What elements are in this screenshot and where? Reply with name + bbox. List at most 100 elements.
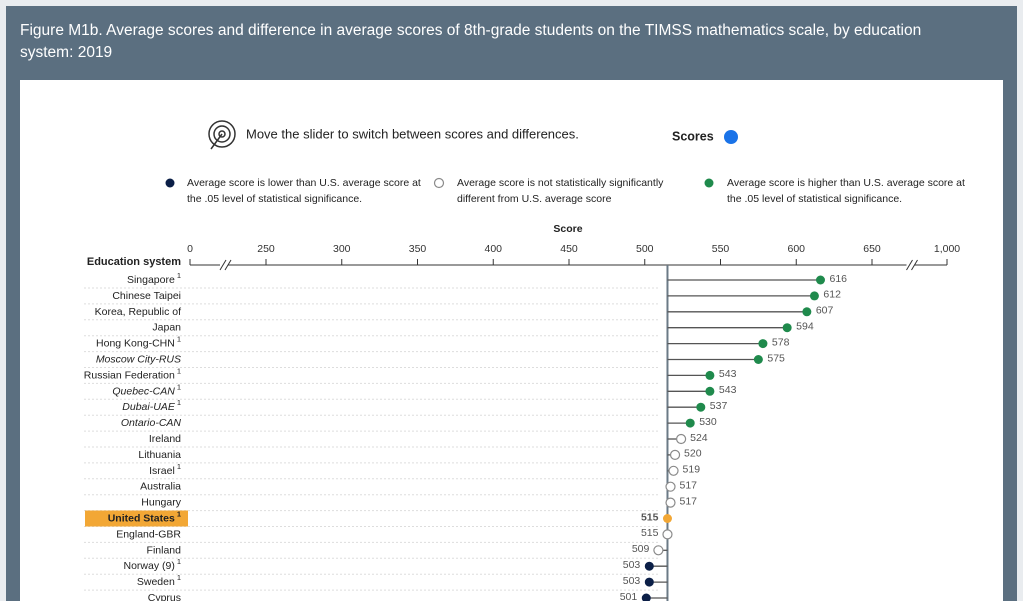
dot <box>815 275 825 285</box>
category-label: Ontario-CAN <box>121 417 182 429</box>
footnote: 1 <box>177 462 181 471</box>
axis-break <box>906 259 913 271</box>
category-label: Ireland <box>149 433 181 445</box>
dot <box>644 561 654 571</box>
category-label: Finland <box>147 544 182 556</box>
footnote: 1 <box>177 335 181 344</box>
value-label: 519 <box>683 464 701 476</box>
category-name: Sweden <box>137 576 175 588</box>
dot <box>705 370 715 380</box>
x-tick-label: 450 <box>560 243 578 255</box>
value-label: 515 <box>641 511 659 523</box>
dot <box>665 497 676 508</box>
category-label: Australia <box>140 480 181 492</box>
dot <box>802 307 812 317</box>
x-tick-label: 0 <box>187 243 193 255</box>
value-label: 501 <box>620 591 638 601</box>
category-name: Hungary <box>141 496 181 508</box>
footnote: 1 <box>177 509 181 518</box>
category-name: Korea, Republic of <box>95 306 181 318</box>
dot <box>662 514 672 523</box>
category-name: Japan <box>152 321 181 333</box>
value-label: 520 <box>684 448 702 460</box>
dot <box>809 291 819 301</box>
dot <box>782 323 792 333</box>
axis-break <box>219 259 227 271</box>
category-label: Dubai-UAE 1 <box>122 398 181 413</box>
category-label: Chinese Taipei <box>112 290 181 302</box>
x-tick-label: 400 <box>484 243 502 255</box>
value-label: 543 <box>719 384 737 396</box>
category-header: Education system <box>87 256 181 268</box>
x-tick-label: 1,000 <box>934 243 960 255</box>
value-label: 616 <box>829 273 847 285</box>
category-name: Quebec-CAN <box>112 385 175 397</box>
x-tick-label: 350 <box>409 243 427 255</box>
value-label: 537 <box>710 400 728 412</box>
category-label: Israel 1 <box>149 462 181 477</box>
category-label: England-GBR <box>116 528 181 540</box>
category-name: Lithuania <box>138 449 181 461</box>
footnote: 1 <box>177 398 181 407</box>
footnote: 1 <box>177 573 181 582</box>
legend-label: Average score is lower than U.S. average… <box>187 177 421 205</box>
footnote: 1 <box>177 271 181 280</box>
x-tick-label: 300 <box>333 243 351 255</box>
axis-break-gap <box>220 263 228 267</box>
category-name: Chinese Taipei <box>112 290 181 302</box>
highlight <box>85 510 188 527</box>
category-label: Lithuania <box>138 449 181 461</box>
legend-marker <box>165 178 175 188</box>
axis-break-gap <box>906 263 915 267</box>
legend-marker <box>704 178 714 188</box>
dot <box>696 402 706 412</box>
category-label: United States 1 <box>108 509 181 524</box>
x-tick-label: 550 <box>712 243 730 255</box>
x-tick-label: 600 <box>787 243 805 255</box>
category-name: Israel <box>149 465 175 477</box>
value-label: 578 <box>772 336 790 348</box>
value-label: 503 <box>623 559 641 571</box>
x-tick-label: 250 <box>257 243 275 255</box>
value-label: 515 <box>641 527 659 539</box>
footnote: 1 <box>177 382 181 391</box>
value-label: 517 <box>680 479 698 491</box>
dot <box>705 386 715 396</box>
toggle[interactable] <box>724 130 738 144</box>
category-name: Dubai-UAE <box>122 401 176 413</box>
dot <box>676 433 687 445</box>
category-name: Moscow City-RUS <box>96 353 181 365</box>
legend-label: Average score is not statistically signi… <box>457 177 664 205</box>
dot <box>758 339 768 349</box>
category-name: Norway (9) <box>123 560 174 572</box>
footnote: 1 <box>177 557 181 566</box>
category-name: United States <box>108 512 175 524</box>
dot <box>644 577 654 587</box>
category-label: Cyprus <box>148 592 181 601</box>
category-label: Hong Kong-CHN 1 <box>96 335 181 350</box>
dot <box>665 481 676 492</box>
category-label: Korea, Republic of <box>95 306 181 318</box>
dot <box>653 545 664 556</box>
axis-break <box>911 259 918 271</box>
category-name: England-GBR <box>116 528 181 540</box>
dot <box>753 355 763 364</box>
category-name: Ireland <box>149 433 181 445</box>
category-name: Russian Federation <box>84 369 175 381</box>
slider-icon <box>208 120 236 150</box>
category-label: Russian Federation 1 <box>84 366 181 381</box>
category-name: Cyprus <box>148 592 181 601</box>
value-label: 594 <box>796 320 814 332</box>
category-name: Ontario-CAN <box>121 417 182 429</box>
toggle-label[interactable]: Scores <box>672 129 714 143</box>
category-label: Japan <box>152 321 181 333</box>
x-axis-title: Score <box>553 223 582 235</box>
value-label: 612 <box>823 289 841 301</box>
value-label: 503 <box>623 575 641 587</box>
legend-marker <box>433 177 445 189</box>
category-name: Australia <box>140 480 181 492</box>
dot <box>641 593 651 601</box>
value-label: 575 <box>767 352 785 364</box>
